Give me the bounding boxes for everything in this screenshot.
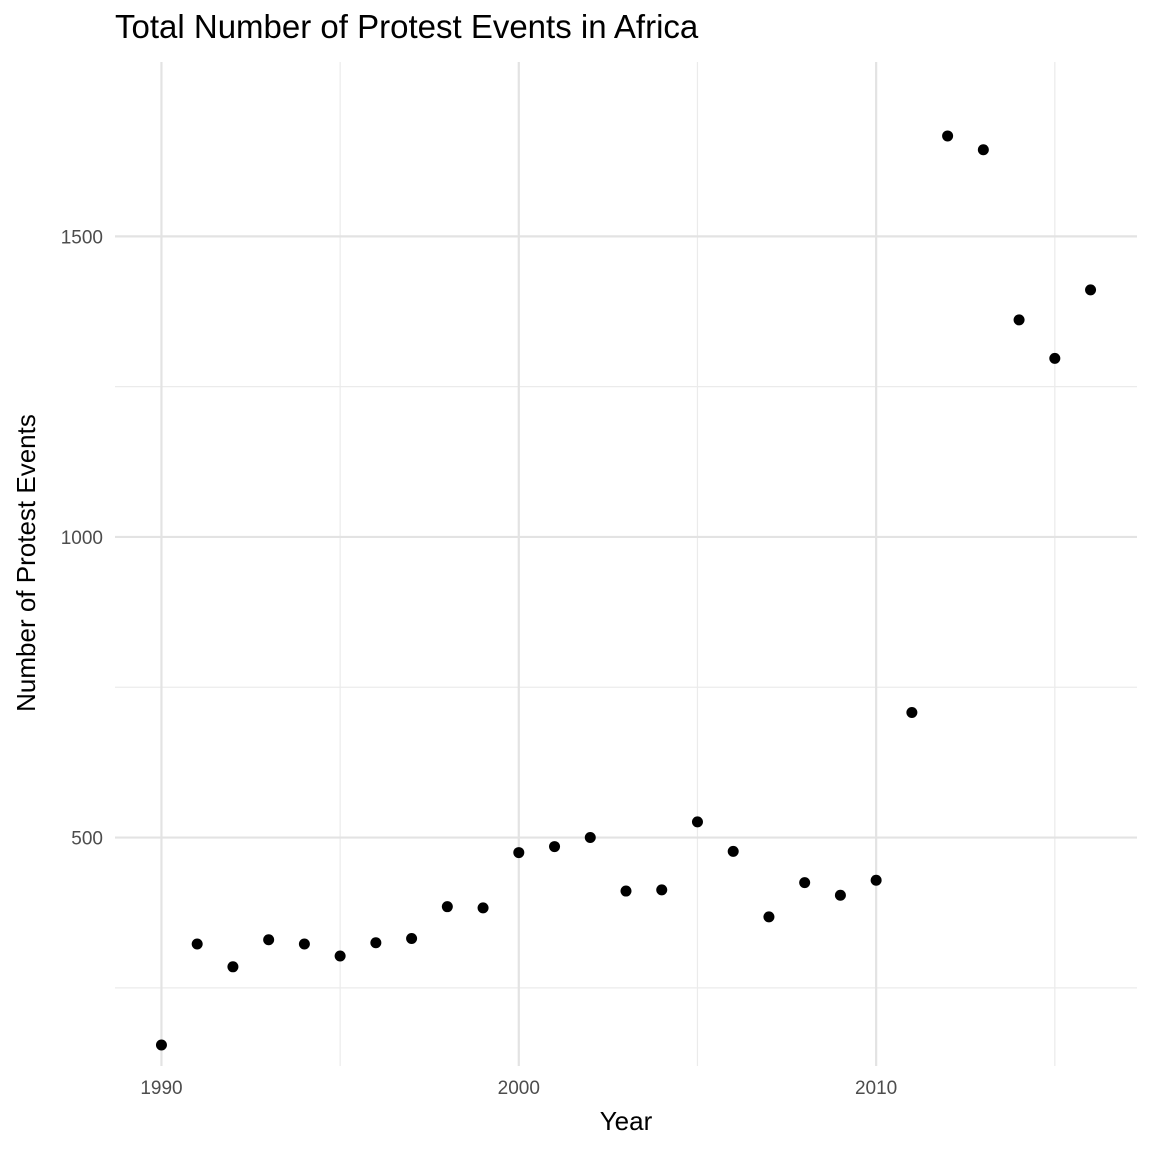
data-point xyxy=(155,1039,167,1051)
data-point xyxy=(1013,314,1025,326)
data-point xyxy=(370,937,382,949)
data-point xyxy=(727,845,739,857)
data-point xyxy=(406,933,418,945)
data-point xyxy=(691,816,703,828)
data-point xyxy=(1049,352,1061,364)
data-point xyxy=(763,911,775,923)
data-point xyxy=(799,877,811,889)
data-point xyxy=(834,889,846,901)
data-points xyxy=(155,130,1097,1051)
y-tick-label: 500 xyxy=(71,829,103,850)
data-point xyxy=(942,130,954,142)
axis-ticks: 1990 2000 2010 500 1000 1500 xyxy=(61,227,898,1099)
data-point xyxy=(870,874,882,886)
data-point xyxy=(549,841,561,853)
data-point xyxy=(656,884,668,896)
x-tick-label: 2000 xyxy=(498,1078,540,1099)
data-point xyxy=(298,938,310,950)
data-point xyxy=(977,144,989,156)
data-point xyxy=(513,847,525,859)
x-axis-title: Year xyxy=(600,1106,653,1136)
y-tick-label: 1500 xyxy=(61,227,103,248)
x-tick-label: 2010 xyxy=(855,1078,897,1099)
data-point xyxy=(620,885,632,897)
data-point xyxy=(477,902,489,914)
x-tick-label: 1990 xyxy=(140,1078,182,1099)
data-point xyxy=(191,938,203,950)
y-axis-title: Number of Protest Events xyxy=(11,414,41,712)
data-point xyxy=(906,706,918,718)
data-point xyxy=(1085,284,1097,296)
data-point xyxy=(441,901,453,913)
y-tick-label: 1000 xyxy=(61,528,103,549)
chart-title: Total Number of Protest Events in Africa xyxy=(115,8,699,45)
data-point xyxy=(334,950,346,962)
data-point xyxy=(227,961,239,973)
data-point xyxy=(584,832,596,844)
data-point xyxy=(263,934,275,946)
grid-lines xyxy=(115,62,1137,1066)
